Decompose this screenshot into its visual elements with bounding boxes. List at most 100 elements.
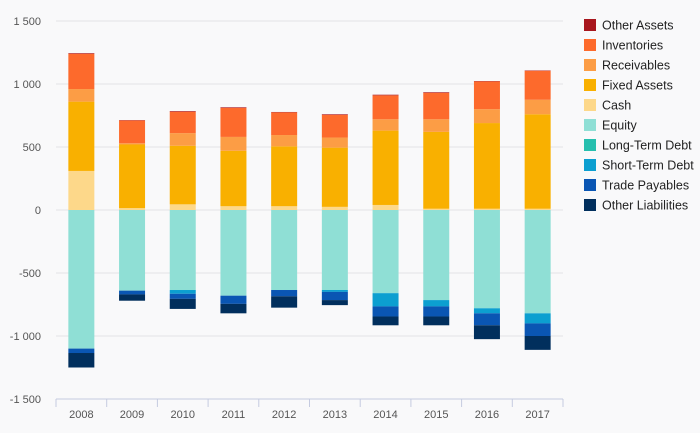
legend-item-trade-payables[interactable]: Trade Payables <box>584 179 689 193</box>
bar-inventories-2008 <box>68 53 95 90</box>
legend: Other Assets Inventories Receivables Fixed … <box>584 19 694 213</box>
bar-equity-2015 <box>423 210 450 301</box>
bar-other-assets-2013 <box>321 114 348 115</box>
bar-receivables-2010 <box>169 133 196 146</box>
bar-short-term-debt-2016 <box>473 308 500 314</box>
bar-inventories-2009 <box>119 120 146 144</box>
bar-cash-2015 <box>423 208 450 210</box>
bar-other-liabilities-2013 <box>321 300 348 306</box>
bar-other-assets-2010 <box>169 111 196 112</box>
bar-other-liabilities-2015 <box>423 316 450 326</box>
legend-item-cash[interactable]: Cash <box>584 99 631 113</box>
x-tick-label: 2010 <box>171 409 195 421</box>
legend-item-inventories[interactable]: Inventories <box>584 39 663 53</box>
bar-equity-2010 <box>169 210 196 291</box>
bar-cash-2016 <box>473 208 500 210</box>
legend-item-other-liabilities[interactable]: Other Liabilities <box>584 199 688 213</box>
legend-label: Receivables <box>602 59 670 73</box>
y-tick-label: 500 <box>23 142 41 154</box>
legend-item-receivables[interactable]: Receivables <box>584 59 670 73</box>
bar-cash-2010 <box>169 204 196 210</box>
bar-equity-2011 <box>220 210 247 296</box>
bar-equity-2017 <box>524 210 551 314</box>
bar-inventories-2017 <box>524 70 551 100</box>
y-tick-label: -500 <box>19 268 41 280</box>
legend-label: Cash <box>602 99 631 113</box>
bar-receivables-2016 <box>473 109 500 124</box>
bar-trade-payables-2011 <box>220 295 247 304</box>
x-tick-label: 2015 <box>424 409 448 421</box>
bar-cash-2017 <box>524 208 551 210</box>
x-tick-label: 2014 <box>373 409 397 421</box>
bar-inventories-2016 <box>473 81 500 110</box>
bar-fixed-assets-2014 <box>372 130 399 205</box>
x-axis: 2008 2009 2010 2011 2012 2013 2014 2015 2016 2017 <box>55 398 564 421</box>
bar-other-liabilities-2010 <box>169 298 196 309</box>
bar-trade-payables-2017 <box>524 323 551 336</box>
legend-label: Trade Payables <box>602 179 689 193</box>
bar-cash-2011 <box>220 206 247 210</box>
bar-trade-payables-2014 <box>372 306 399 317</box>
legend-item-long-term-debt[interactable]: Long-Term Debt <box>584 139 692 153</box>
bar-inventories-2012 <box>271 112 298 136</box>
legend-item-equity[interactable]: Equity <box>584 119 637 133</box>
bar-fixed-assets-2016 <box>473 123 500 209</box>
bar-receivables-2011 <box>220 136 247 151</box>
legend-item-short-term-debt[interactable]: Short-Term Debt <box>584 159 694 173</box>
bar-other-assets-2011 <box>220 107 247 108</box>
bar-equity-2013 <box>321 210 348 291</box>
bar-equity-2014 <box>372 210 399 294</box>
bar-equity-2012 <box>271 210 298 291</box>
bar-short-term-debt-2017 <box>524 313 551 324</box>
legend-item-other-assets[interactable]: Other Assets <box>584 19 674 33</box>
bar-inventories-2014 <box>372 95 399 120</box>
bar-cash-2014 <box>372 204 399 210</box>
bar-cash-2013 <box>321 206 348 210</box>
legend-label: Inventories <box>602 39 663 53</box>
x-tick-label: 2017 <box>525 409 549 421</box>
bar-fixed-assets-2011 <box>220 150 247 207</box>
legend-label: Short-Term Debt <box>602 159 694 173</box>
y-tick-label: -1 000 <box>10 331 41 343</box>
bar-short-term-debt-2015 <box>423 300 450 307</box>
bar-other-assets-2015 <box>423 92 450 93</box>
bar-short-term-debt-2014 <box>372 293 399 307</box>
bar-other-liabilities-2009 <box>119 294 146 301</box>
legend-swatch <box>584 59 596 71</box>
bar-trade-payables-2016 <box>473 313 500 326</box>
bar-trade-payables-2008 <box>68 348 95 354</box>
legend-swatch <box>584 139 596 151</box>
legend-item-fixed-assets[interactable]: Fixed Assets <box>584 79 673 93</box>
bar-inventories-2011 <box>220 107 247 137</box>
bar-receivables-2014 <box>372 119 399 131</box>
bar-other-liabilities-2011 <box>220 303 247 314</box>
bar-receivables-2017 <box>524 99 551 115</box>
x-tick-label: 2011 <box>222 409 246 421</box>
y-tick-label: 0 <box>35 205 41 217</box>
bar-equity-2008 <box>68 210 95 349</box>
bar-other-liabilities-2014 <box>372 316 399 326</box>
legend-swatch <box>584 179 596 191</box>
bar-fixed-assets-2015 <box>423 131 450 209</box>
bar-trade-payables-2012 <box>271 290 298 297</box>
bar-trade-payables-2013 <box>321 291 348 301</box>
bar-other-liabilities-2012 <box>271 296 298 308</box>
x-tick-label: 2013 <box>323 409 347 421</box>
bar-cash-2009 <box>119 208 146 210</box>
legend-label: Other Assets <box>602 19 674 33</box>
bar-cash-2008 <box>68 170 95 210</box>
x-tick-label: 2009 <box>120 409 144 421</box>
legend-swatch <box>584 199 596 211</box>
bar-trade-payables-2010 <box>169 293 196 299</box>
bar-receivables-2009 <box>119 143 146 145</box>
bar-other-liabilities-2017 <box>524 336 551 350</box>
legend-label: Other Liabilities <box>602 199 688 213</box>
bar-other-assets-2014 <box>372 94 399 96</box>
bar-fixed-assets-2012 <box>271 146 298 207</box>
legend-swatch <box>584 99 596 111</box>
y-tick-label: 1 000 <box>13 79 41 91</box>
legend-swatch <box>584 119 596 131</box>
bar-receivables-2008 <box>68 89 95 102</box>
bar-other-liabilities-2016 <box>473 325 500 340</box>
